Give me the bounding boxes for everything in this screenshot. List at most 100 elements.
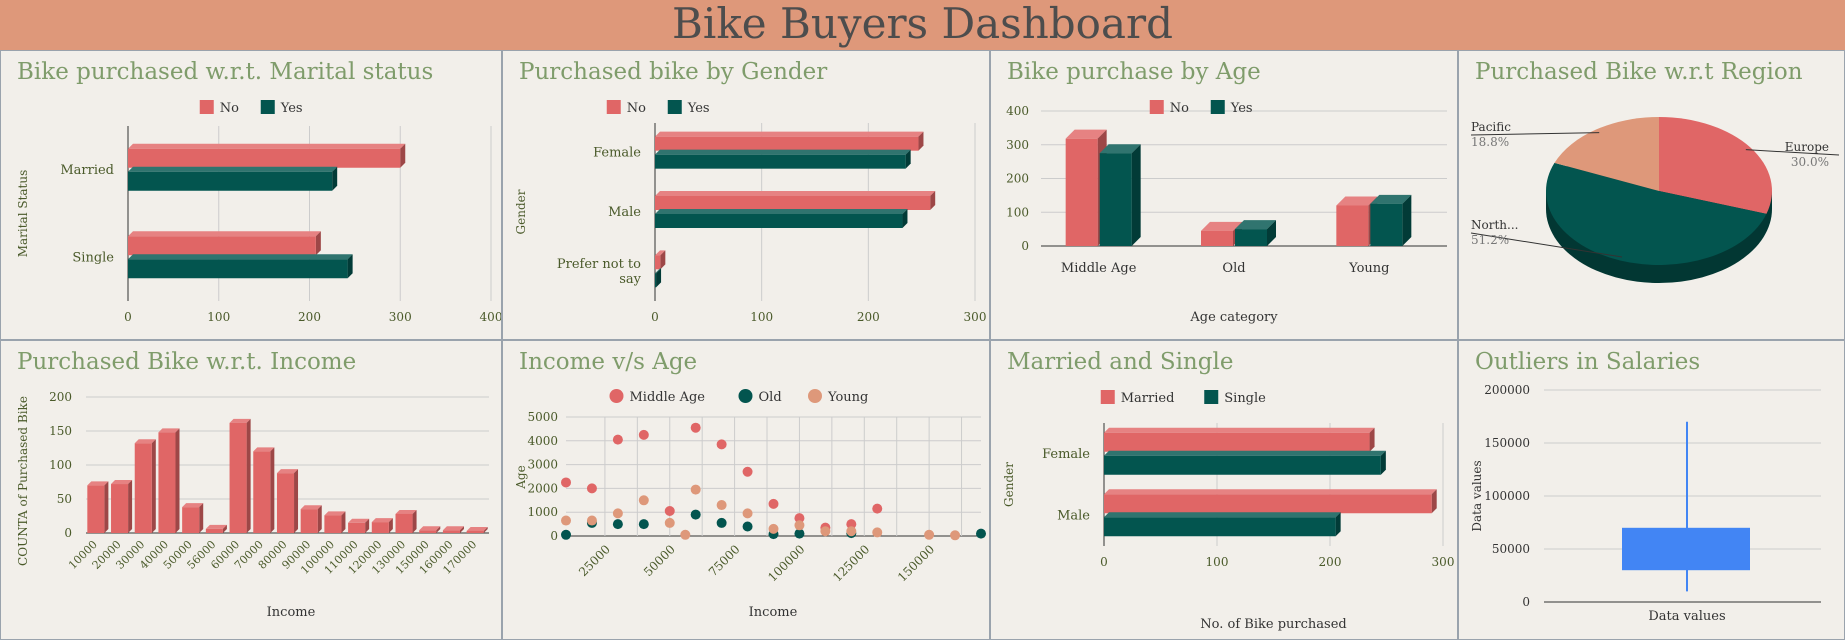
legend-dot <box>738 389 753 403</box>
chart-panel-gender: Purchased bike by Gender 0 100 200 300 Femal… <box>502 50 990 340</box>
bar <box>324 511 346 533</box>
pie-label: Europe <box>1785 140 1829 154</box>
scatter-point <box>586 483 597 494</box>
legend-swatch <box>606 100 621 114</box>
tick-label: 100 <box>1206 555 1229 569</box>
x-axis-title: Age category <box>1189 310 1278 325</box>
pie-slice <box>1659 117 1772 214</box>
tick-label: 200 <box>857 310 880 324</box>
bar <box>128 231 321 256</box>
scatter-point <box>638 495 649 506</box>
y-axis-title: Gender <box>514 189 528 234</box>
scatter-point <box>768 498 779 509</box>
legend-label: Yes <box>280 101 303 116</box>
bar <box>655 131 924 151</box>
bar <box>128 166 338 191</box>
chart-title: Income v/s Age <box>519 349 698 375</box>
scatter-point <box>742 521 753 532</box>
scatter-point <box>612 508 623 519</box>
scatter-point <box>742 466 753 477</box>
category-label: Married <box>60 163 114 178</box>
bar <box>87 481 109 533</box>
legend-label: Single <box>1224 391 1266 406</box>
scatter-point <box>586 515 597 526</box>
bar <box>655 149 911 169</box>
bar <box>655 268 662 288</box>
legend-label: Middle Age <box>630 390 706 405</box>
legend-swatch <box>1100 390 1115 404</box>
bar <box>158 428 180 533</box>
scatter-point <box>612 434 623 445</box>
category-label: Old <box>1222 261 1245 276</box>
tick-label: 200 <box>1006 172 1029 186</box>
chart-panel-income: Purchased Bike w.r.t. Income 0 50 100 150 20… <box>0 340 502 640</box>
scatter-point <box>794 513 805 524</box>
bar <box>442 526 464 533</box>
scatter-point <box>976 528 986 539</box>
chart-title: Bike purchase by Age <box>1007 59 1261 85</box>
pie-label: Pacific <box>1471 120 1511 134</box>
box-iqr <box>1622 527 1750 571</box>
bar <box>655 209 908 228</box>
tick-label: 50 <box>57 492 72 506</box>
pie-percent: 18.8% <box>1471 135 1509 149</box>
tick-label: 0 <box>1522 595 1530 609</box>
chart-title: Married and Single <box>1007 349 1234 375</box>
tick-label: 200 <box>49 390 72 404</box>
bar <box>111 480 133 533</box>
scatter-point <box>561 477 571 488</box>
legend-dot <box>808 389 822 403</box>
marital-status-bar-chart: 0 100 200 300 400 Married Single Marital Status… <box>16 100 501 324</box>
scatter-point <box>742 508 753 519</box>
married-single-bar-chart: 0 100 200 300 Female Male Gender No. of Bike pu… <box>1002 390 1454 632</box>
scatter-point <box>950 530 961 541</box>
category-label: Middle Age <box>1061 261 1137 276</box>
tick-label: 3000 <box>527 458 558 472</box>
bar <box>1104 427 1375 452</box>
bar <box>276 469 299 533</box>
x-axis-title: Income <box>749 605 798 620</box>
pie-label: North... <box>1471 218 1518 232</box>
pie-slice <box>1554 117 1659 191</box>
tick-label: 300 <box>389 310 412 324</box>
chart-title: Bike purchased w.r.t. Marital status <box>17 59 434 85</box>
y-axis-title: Marital Status <box>16 170 30 258</box>
bar <box>182 503 204 533</box>
category-label: Male <box>1057 508 1090 523</box>
category-label: Young <box>1348 261 1389 276</box>
bar <box>128 254 353 279</box>
legend-swatch <box>1204 390 1219 404</box>
legend-label: Yes <box>1230 101 1253 116</box>
tick-label: 150000 <box>1484 436 1530 450</box>
scatter-point <box>768 523 779 534</box>
legend-label: Young <box>827 390 868 405</box>
tick-label: 0 <box>651 310 659 324</box>
bar <box>205 524 227 533</box>
bar <box>229 418 251 533</box>
scatter-point <box>872 527 883 538</box>
chart-title: Purchased Bike w.r.t. Income <box>17 349 357 375</box>
legend-swatch <box>667 100 682 114</box>
income-age-scatter-chart: 0 1000 2000 3000 4000 5000 25000 50000 75000 1000… <box>514 389 986 620</box>
bar <box>395 509 417 533</box>
bar <box>253 447 275 533</box>
bar <box>300 505 322 533</box>
scatter-point <box>872 503 883 514</box>
scatter-point <box>846 526 857 537</box>
tick-label: 75000 <box>706 542 743 579</box>
legend-label: Married <box>1121 391 1175 406</box>
category-label: Prefer not to <box>557 257 641 272</box>
scatter-point <box>612 519 623 530</box>
outliers-box-plot: 0 50000 100000 150000 200000 Data values Data … <box>1470 383 1821 624</box>
scatter-point <box>690 484 701 495</box>
tick-label: 150 <box>49 424 72 438</box>
category-label: Female <box>1042 447 1090 462</box>
category-label: Data values <box>1648 609 1725 624</box>
tick-label: 100 <box>750 310 773 324</box>
dashboard-title: Bike Buyers Dashboard <box>672 0 1173 48</box>
scatter-point <box>846 519 857 530</box>
y-axis-title: Age <box>514 465 528 489</box>
pie-leader-line <box>1470 132 1600 136</box>
